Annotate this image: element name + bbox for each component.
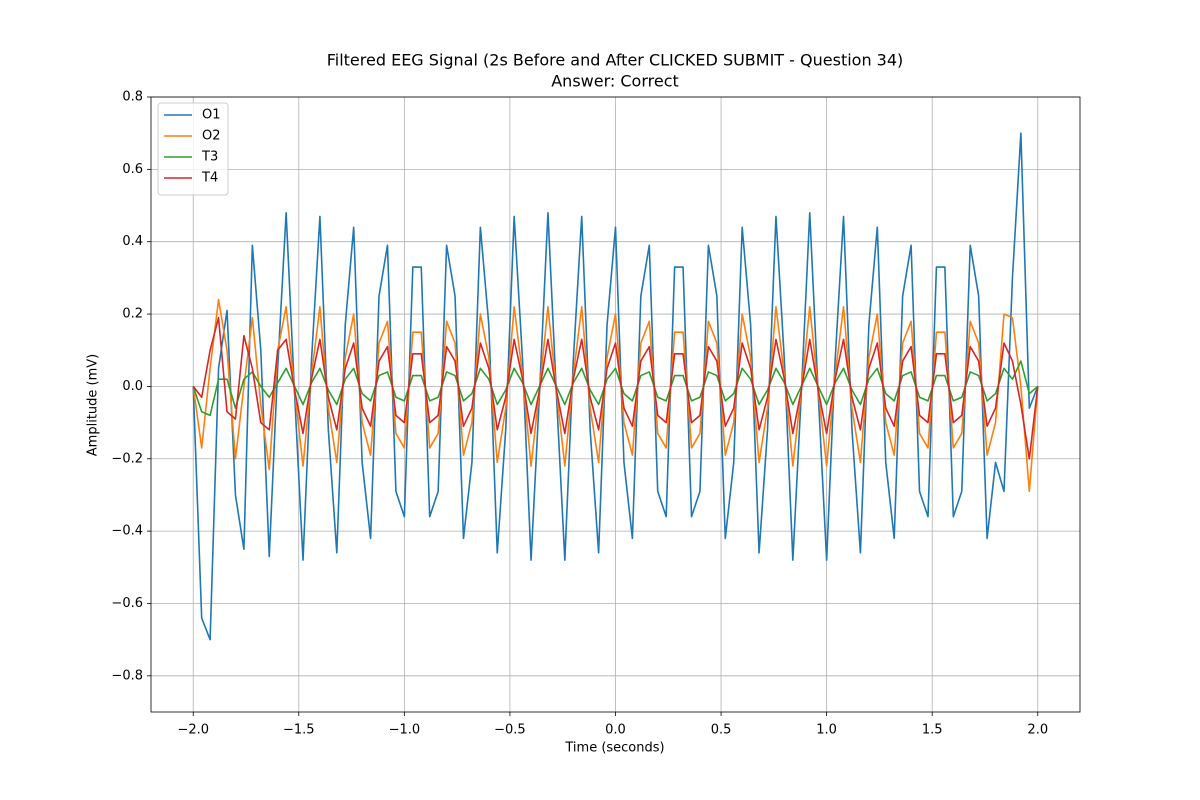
y-tick-label: −0.6: [111, 596, 143, 611]
legend: O1 O2 T3 T4: [157, 102, 229, 196]
x-tick-label: −2.0: [177, 723, 209, 738]
chart-title: Filtered EEG Signal (2s Before and After…: [327, 51, 904, 70]
series-line: [192, 298, 1039, 493]
legend-box: [157, 102, 229, 196]
y-tick-label: −0.2: [111, 451, 143, 466]
x-axis-label: Time (seconds): [564, 741, 664, 756]
x-tick-label: −0.5: [494, 723, 526, 738]
x-tick-label: 2.0: [1027, 723, 1048, 738]
y-tick-label: 0.4: [122, 234, 143, 249]
series-line: [192, 316, 1039, 460]
legend-label: T4: [201, 171, 218, 186]
plot-frame: [150, 96, 1081, 713]
chart-subtitle: Answer: Correct: [551, 72, 679, 91]
x-tick-label: 1.5: [922, 723, 943, 738]
y-tick-label: 0.2: [122, 307, 143, 322]
series-line: [192, 360, 1039, 417]
x-tick-label: 0.5: [711, 723, 732, 738]
y-tick-label: −0.8: [111, 668, 143, 683]
series-line: [192, 132, 1039, 641]
y-axis-label: Amplitude (mV): [86, 354, 101, 456]
y-tick-label: 0.8: [122, 90, 143, 105]
x-tick-label: 0.0: [605, 723, 626, 738]
legend-label: O1: [202, 108, 221, 123]
x-tick-label: −1.5: [283, 723, 315, 738]
legend-label: O2: [202, 129, 221, 144]
legend-label: T3: [201, 150, 218, 165]
x-tick-label: −1.0: [389, 723, 421, 738]
y-tick-label: 0.6: [122, 162, 143, 177]
y-tick-label: 0.0: [122, 379, 143, 394]
y-tick-label: −0.4: [111, 524, 143, 539]
x-tick-label: 1.0: [816, 723, 837, 738]
